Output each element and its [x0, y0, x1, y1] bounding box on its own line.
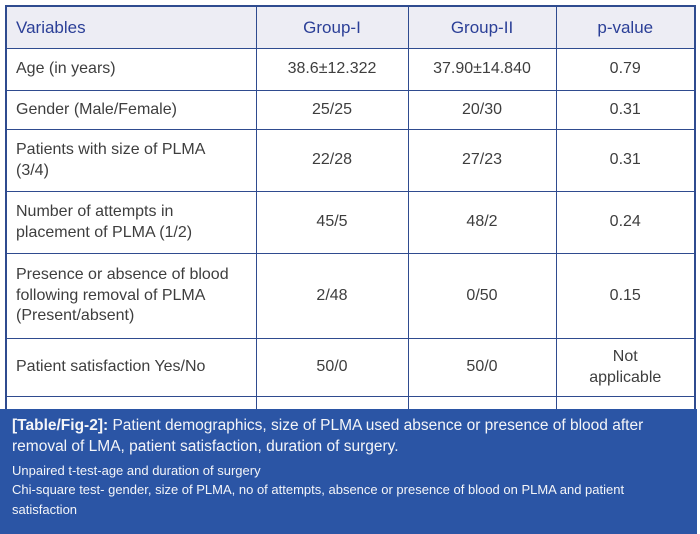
pvalue-cell: 0.31 — [555, 90, 696, 130]
table-row: Presence or absence of blood following r… — [5, 253, 696, 339]
pvalue-text: 0.79 — [609, 60, 641, 78]
pvalue-text: 0.24 — [609, 213, 641, 231]
column-header-group2: Group-II — [407, 5, 557, 49]
pvalue-cell: 0.24 — [555, 191, 696, 254]
column-header-variables: Variables — [5, 5, 257, 49]
group2-cell: 50/0 — [407, 338, 557, 397]
caption-footnote-2: Chi-square test- gender, size of PLMA, n… — [12, 482, 625, 517]
group2-cell: 48/2 — [407, 191, 557, 254]
variable-cell: Patient satisfaction Yes/No — [5, 338, 257, 397]
pvalue-text: 0.15 — [609, 286, 641, 304]
table-row: Age (in years) 38.6±12.322 37.90±14.840 … — [5, 48, 696, 91]
group2-cell: 0/50 — [407, 253, 557, 339]
column-header-pvalue: p-value — [555, 5, 696, 49]
variable-cell: Gender (Male/Female) — [5, 90, 257, 130]
pvalue-text: 0.31 — [609, 100, 641, 118]
group1-cell: 45/5 — [255, 191, 409, 254]
group1-cell: 50/0 — [255, 338, 409, 397]
pvalue-cell: Not applicable — [555, 338, 696, 397]
column-header-group1: Group-I — [255, 5, 409, 49]
table-header-row: Variables Group-I Group-II p-value — [5, 5, 696, 49]
table-row: Patient satisfaction Yes/No 50/0 50/0 No… — [5, 338, 696, 397]
table-row: Number of attempts in placement of PLMA … — [5, 191, 696, 254]
group1-cell: 38.6±12.322 — [255, 48, 409, 91]
pvalue-text: 0.31 — [609, 151, 641, 169]
caption-label: [Table/Fig-2]: — [12, 417, 109, 434]
pvalue-text: Not applicable — [589, 348, 662, 386]
demographics-table: Variables Group-I Group-II p-value Age (… — [5, 5, 696, 443]
variable-cell: Number of attempts in placement of PLMA … — [5, 191, 257, 254]
caption-footnote-1: Unpaired t-test-age and duration of surg… — [12, 462, 261, 478]
pvalue-cell: 0.15 — [555, 253, 696, 339]
pvalue-cell: 0.31 — [555, 129, 696, 192]
caption-text: Patient demographics, size of PLMA used … — [12, 417, 644, 455]
variable-cell: Age (in years) — [5, 48, 257, 91]
table-row: Gender (Male/Female) 25/25 20/30 0.31 — [5, 90, 696, 130]
figure-caption: [Table/Fig-2]: Patient demographics, siz… — [0, 409, 697, 534]
caption-title: [Table/Fig-2]: Patient demographics, siz… — [12, 416, 685, 458]
group2-cell: 20/30 — [407, 90, 557, 130]
variable-cell: Patients with size of PLMA (3/4) — [5, 129, 257, 192]
table-figure: Variables Group-I Group-II p-value Age (… — [0, 5, 700, 534]
group1-cell: 22/28 — [255, 129, 409, 192]
variable-cell: Presence or absence of blood following r… — [5, 253, 257, 339]
group2-cell: 27/23 — [407, 129, 557, 192]
group1-cell: 25/25 — [255, 90, 409, 130]
table-row: Patients with size of PLMA (3/4) 22/28 2… — [5, 129, 696, 192]
pvalue-cell: 0.79 — [555, 48, 696, 91]
group1-cell: 2/48 — [255, 253, 409, 339]
group2-cell: 37.90±14.840 — [407, 48, 557, 91]
